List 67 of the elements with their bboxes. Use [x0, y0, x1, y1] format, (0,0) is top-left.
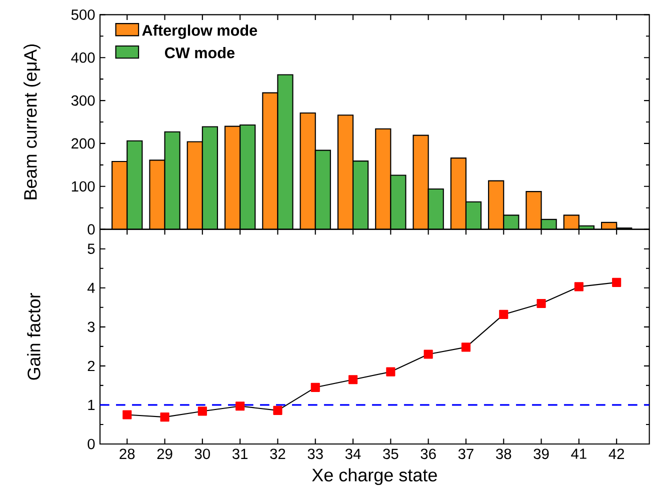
x-tick-label: 36: [420, 448, 436, 460]
y-tick-label: 4: [87, 282, 95, 293]
x-tick-label: 38: [496, 448, 512, 460]
y-tick-label: 3: [88, 322, 95, 332]
x-tick-label: 35: [383, 448, 398, 460]
bar: [112, 160, 128, 230]
bar: [465, 201, 482, 230]
y-tick-label: 300: [71, 95, 95, 106]
y-tick-label: 5: [88, 244, 95, 254]
x-tick-label: 28: [120, 448, 135, 460]
x-tick-label: 37: [458, 448, 474, 460]
bar: [202, 126, 218, 230]
bar: [375, 128, 392, 230]
y-tick-label: 2: [88, 360, 95, 372]
x-tick-label: 39: [534, 448, 549, 460]
bar: [314, 150, 331, 230]
point: [122, 410, 132, 420]
legend-label: Afterglow mode: [142, 24, 258, 39]
bar: [300, 112, 316, 230]
bar: [390, 174, 406, 230]
y-tick-label: 0: [88, 224, 95, 235]
bar: [337, 114, 354, 230]
x-tick-label: 33: [308, 448, 323, 460]
bar: [164, 131, 180, 230]
y-tick-label: 1: [88, 400, 95, 410]
point: [236, 402, 245, 411]
bar: [428, 188, 444, 230]
y-tick-label: 200: [72, 138, 95, 149]
bar: [186, 141, 203, 230]
point: [461, 342, 471, 352]
y-axis-title: Beam current (eμA): [24, 44, 40, 200]
x-tick-label: 30: [194, 448, 210, 460]
point: [499, 310, 508, 319]
y-tick-label: 400: [71, 52, 95, 63]
bar: [126, 140, 143, 230]
bar: [450, 158, 467, 230]
x-tick-label: 32: [270, 448, 286, 460]
bar: [224, 126, 241, 230]
bar: [526, 191, 542, 230]
point: [612, 278, 622, 287]
y-tick-label: 0: [88, 438, 95, 450]
x-tick-label: 31: [232, 448, 248, 460]
x-tick-label: 41: [571, 448, 586, 459]
bar: [262, 92, 278, 230]
bar: [412, 134, 429, 230]
point: [273, 406, 282, 415]
bar: [240, 124, 256, 230]
point: [536, 298, 546, 308]
point: [424, 350, 433, 359]
x-tick-label: 42: [608, 448, 624, 459]
point: [574, 282, 584, 292]
point: [198, 406, 207, 416]
point: [310, 382, 320, 392]
legend-label: CW mode: [164, 47, 234, 58]
x-tick-label: 29: [157, 448, 172, 460]
y-axis-title: Gain factor: [27, 292, 40, 380]
y-tick-label: 100: [72, 181, 95, 192]
point: [386, 367, 396, 376]
bar: [352, 160, 369, 230]
point: [348, 375, 358, 384]
x-axis-title: Xe charge state: [312, 468, 437, 486]
bar: [149, 160, 166, 230]
point: [160, 412, 170, 422]
x-tick-label: 34: [345, 448, 361, 460]
bar: [277, 74, 294, 230]
bar: [488, 180, 504, 230]
y-tick-label: 500: [71, 9, 95, 20]
